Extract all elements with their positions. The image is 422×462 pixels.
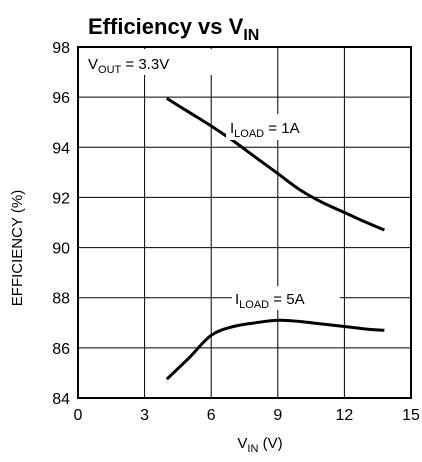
x-axis-label-rest: (V) (258, 435, 282, 452)
chart-title-sub: IN (243, 27, 259, 44)
series-label-5a-main: I (235, 291, 239, 308)
chart-title-main: Efficiency vs V (88, 14, 244, 39)
series-label-1a-main: I (230, 120, 234, 137)
x-axis-label-main: V (237, 435, 247, 452)
condition-box: VOUT = 3.3V (82, 49, 214, 76)
series-label-5a-sub: LOAD (239, 299, 269, 311)
x-tick-label-5: 15 (402, 407, 420, 424)
y-tick-labels: 84 86 88 90 92 94 96 98 (52, 40, 70, 408)
plot-frame (77, 46, 412, 399)
svg-text:ILOAD = 5A: ILOAD = 5A (235, 291, 305, 311)
x-axis-label: VIN (V) (237, 435, 282, 455)
y-tick-label-6: 96 (52, 90, 70, 107)
y-tick-label-4: 92 (52, 190, 70, 207)
series-label-5a-rest: = 5A (269, 291, 304, 308)
y-tick-label-2: 88 (52, 291, 70, 308)
svg-text:ILOAD = 1A: ILOAD = 1A (230, 120, 300, 140)
series-label-1a-rest: = 1A (264, 120, 299, 137)
y-tick-label-3: 90 (52, 241, 70, 258)
series-group (165, 97, 385, 381)
x-axis-label-sub: IN (247, 443, 258, 455)
series-label-5a: ILOAD = 5A (232, 286, 340, 311)
vout-condition-sub: OUT (98, 64, 122, 76)
x-tick-label-3: 9 (273, 407, 282, 424)
y-tick-label-7: 98 (52, 40, 70, 57)
y-axis-label: EFFICIENCY (%) (9, 190, 26, 306)
x-tick-label-1: 3 (140, 407, 149, 424)
y-tick-label-1: 86 (52, 341, 70, 358)
series-line-0 (166, 97, 385, 232)
x-tick-labels: 0 3 6 9 12 15 (74, 407, 420, 424)
chart-title: Efficiency vs VIN (88, 14, 259, 44)
x-tick-label-0: 0 (74, 407, 83, 424)
vout-condition: VOUT = 3.3V (88, 56, 169, 76)
x-tick-label-2: 6 (207, 407, 216, 424)
vout-condition-rest: = 3.3V (121, 56, 169, 73)
y-tick-label-5: 94 (52, 140, 70, 157)
grid (78, 47, 411, 398)
series-line-1 (165, 318, 385, 381)
series-label-1a: ILOAD = 1A (226, 114, 330, 140)
x-tick-label-4: 12 (336, 407, 354, 424)
vout-condition-main: V (88, 56, 98, 73)
series-label-1a-sub: LOAD (234, 128, 264, 140)
y-tick-label-0: 84 (52, 391, 70, 408)
